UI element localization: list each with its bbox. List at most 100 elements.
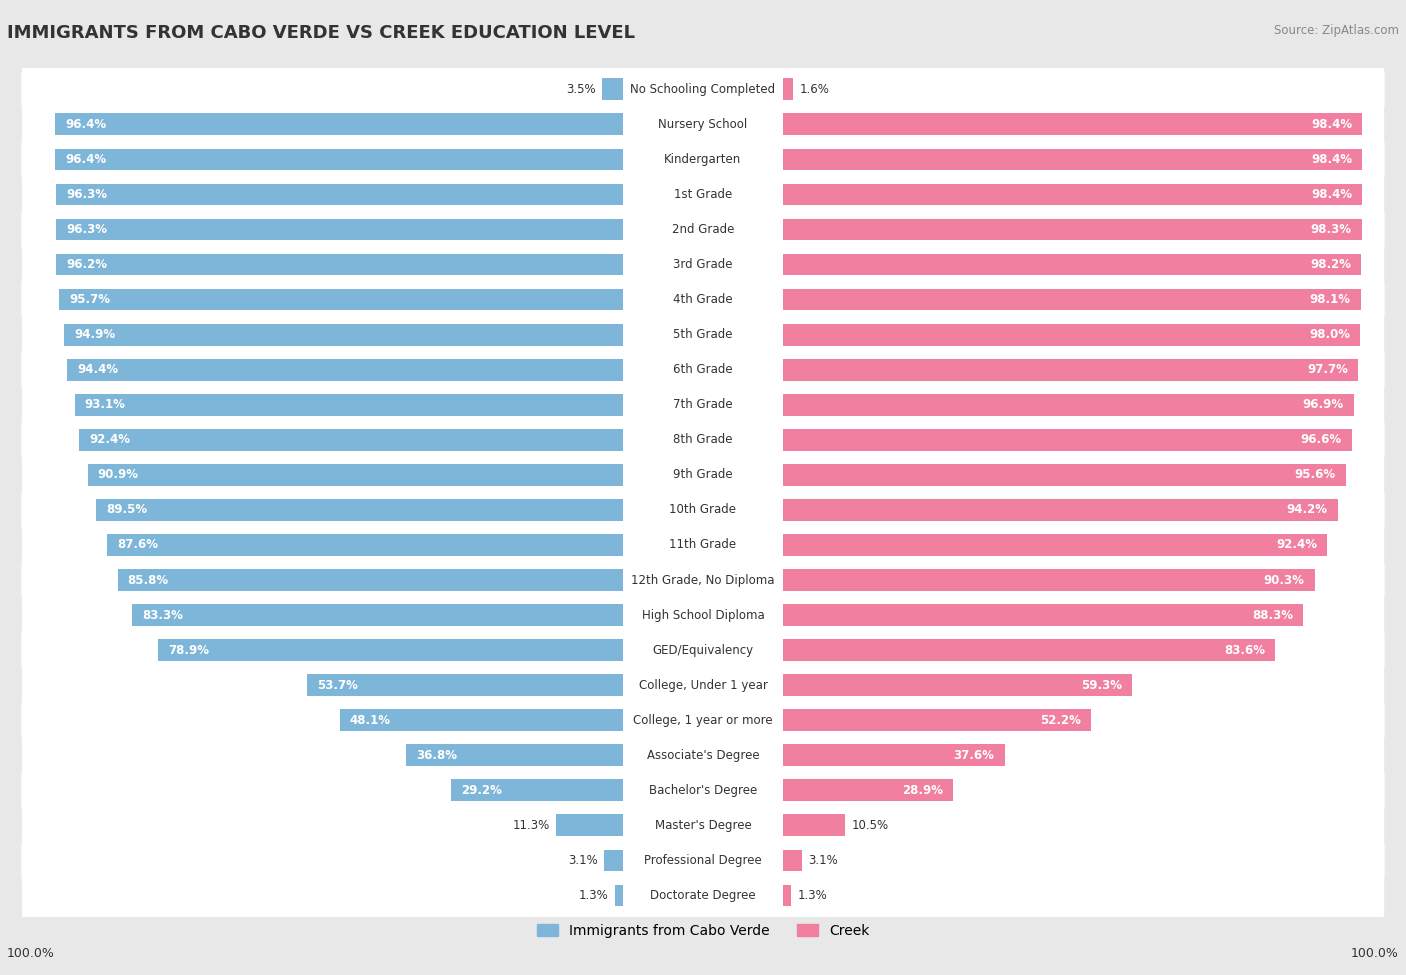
FancyBboxPatch shape (22, 237, 1384, 292)
Text: 98.1%: 98.1% (1309, 293, 1351, 306)
Bar (55, 113, 623, 136)
Text: 29.2%: 29.2% (461, 784, 502, 797)
Text: 10th Grade: 10th Grade (669, 503, 737, 517)
Bar (56, 218, 623, 241)
Text: 11th Grade: 11th Grade (669, 538, 737, 552)
Text: College, 1 year or more: College, 1 year or more (633, 714, 773, 726)
Bar (605, 849, 623, 872)
Text: 3.1%: 3.1% (568, 854, 598, 867)
Bar (783, 324, 1360, 345)
Text: 96.4%: 96.4% (65, 118, 107, 131)
Text: 6th Grade: 6th Grade (673, 364, 733, 376)
Bar (75, 394, 623, 415)
Text: 1st Grade: 1st Grade (673, 188, 733, 201)
Text: 94.9%: 94.9% (75, 329, 115, 341)
Text: 94.2%: 94.2% (1286, 503, 1327, 517)
Text: 2nd Grade: 2nd Grade (672, 223, 734, 236)
FancyBboxPatch shape (22, 728, 1384, 783)
Text: Source: ZipAtlas.com: Source: ZipAtlas.com (1274, 24, 1399, 37)
Bar (783, 710, 1091, 731)
Text: 11.3%: 11.3% (512, 819, 550, 832)
FancyBboxPatch shape (21, 668, 1385, 703)
Bar (783, 534, 1327, 556)
FancyBboxPatch shape (21, 598, 1385, 633)
FancyBboxPatch shape (21, 527, 1385, 563)
Bar (783, 113, 1362, 136)
Text: 95.7%: 95.7% (69, 293, 111, 306)
FancyBboxPatch shape (21, 72, 1385, 107)
Text: 96.6%: 96.6% (1301, 433, 1341, 447)
FancyBboxPatch shape (21, 141, 1385, 176)
Bar (87, 464, 623, 486)
Bar (783, 394, 1354, 415)
Bar (783, 78, 793, 100)
FancyBboxPatch shape (21, 317, 1385, 352)
Text: 98.3%: 98.3% (1310, 223, 1351, 236)
Bar (783, 359, 1358, 380)
Text: 3.5%: 3.5% (565, 83, 596, 96)
Text: 37.6%: 37.6% (953, 749, 994, 761)
Bar (406, 744, 623, 766)
FancyBboxPatch shape (22, 693, 1384, 748)
FancyBboxPatch shape (21, 878, 1385, 913)
Text: 98.4%: 98.4% (1312, 118, 1353, 131)
Bar (783, 464, 1346, 486)
FancyBboxPatch shape (21, 176, 1385, 212)
FancyBboxPatch shape (21, 703, 1385, 738)
FancyBboxPatch shape (21, 563, 1385, 598)
Bar (783, 429, 1351, 450)
Text: Bachelor's Degree: Bachelor's Degree (650, 784, 756, 797)
FancyBboxPatch shape (22, 62, 1384, 117)
Text: 4th Grade: 4th Grade (673, 293, 733, 306)
FancyBboxPatch shape (22, 588, 1384, 643)
Text: 90.9%: 90.9% (98, 468, 139, 482)
FancyBboxPatch shape (22, 868, 1384, 922)
Text: 96.4%: 96.4% (65, 153, 107, 166)
Text: 92.4%: 92.4% (89, 433, 129, 447)
Bar (783, 569, 1315, 591)
Text: 8th Grade: 8th Grade (673, 433, 733, 447)
Text: 98.0%: 98.0% (1309, 329, 1350, 341)
Text: 88.3%: 88.3% (1251, 608, 1294, 621)
Bar (783, 183, 1362, 206)
Text: 98.4%: 98.4% (1312, 153, 1353, 166)
Bar (783, 640, 1275, 661)
Text: 100.0%: 100.0% (7, 948, 55, 960)
Text: 85.8%: 85.8% (128, 573, 169, 587)
Bar (118, 569, 623, 591)
FancyBboxPatch shape (22, 132, 1384, 187)
Text: 1.3%: 1.3% (797, 889, 827, 902)
Bar (783, 218, 1362, 241)
FancyBboxPatch shape (21, 212, 1385, 247)
Bar (783, 254, 1361, 275)
FancyBboxPatch shape (21, 773, 1385, 808)
FancyBboxPatch shape (21, 457, 1385, 492)
Text: 96.2%: 96.2% (66, 258, 107, 271)
FancyBboxPatch shape (21, 282, 1385, 317)
FancyBboxPatch shape (21, 247, 1385, 282)
Bar (783, 849, 801, 872)
Text: 53.7%: 53.7% (316, 679, 357, 691)
FancyBboxPatch shape (22, 658, 1384, 713)
Text: 95.6%: 95.6% (1295, 468, 1336, 482)
Text: 36.8%: 36.8% (416, 749, 457, 761)
Text: 48.1%: 48.1% (350, 714, 391, 726)
Bar (56, 254, 623, 275)
Bar (65, 324, 623, 345)
FancyBboxPatch shape (22, 377, 1384, 432)
Text: 98.4%: 98.4% (1312, 188, 1353, 201)
FancyBboxPatch shape (22, 342, 1384, 397)
Text: Nursery School: Nursery School (658, 118, 748, 131)
FancyBboxPatch shape (22, 272, 1384, 327)
Text: College, Under 1 year: College, Under 1 year (638, 679, 768, 691)
Bar (614, 884, 623, 907)
Text: High School Diploma: High School Diploma (641, 608, 765, 621)
FancyBboxPatch shape (22, 833, 1384, 888)
Bar (783, 604, 1303, 626)
FancyBboxPatch shape (21, 107, 1385, 141)
Bar (59, 289, 623, 310)
Bar (783, 499, 1337, 521)
Text: Associate's Degree: Associate's Degree (647, 749, 759, 761)
Text: 3rd Grade: 3rd Grade (673, 258, 733, 271)
Text: 9th Grade: 9th Grade (673, 468, 733, 482)
